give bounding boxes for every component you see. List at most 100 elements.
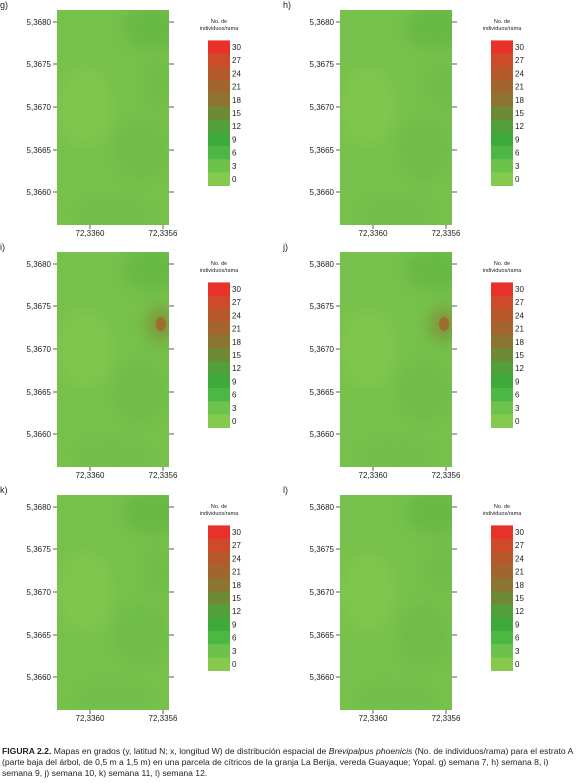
legend-swatch [491, 80, 513, 94]
y-tick-label: 5,3670 [310, 103, 335, 112]
map-svg: 5,3680 5,3675 5,3670 5,3665 5,3660 72,3360 72,… [310, 495, 524, 723]
legend-swatch [491, 40, 513, 54]
density-blob [122, 10, 169, 50]
panel-letter: l) [283, 485, 288, 495]
y-tick-label: 5,3660 [310, 673, 335, 682]
y-tick-label: 5,3660 [310, 430, 335, 439]
density-blob [356, 196, 436, 225]
legend-label: 12 [515, 607, 524, 616]
legend-swatch [208, 565, 230, 579]
legend-swatch [491, 401, 513, 415]
legend-label: 6 [515, 149, 520, 158]
density-blob [115, 361, 167, 422]
legend-swatch [208, 644, 230, 658]
legend-swatch [208, 525, 230, 539]
legend-label: 9 [515, 135, 520, 144]
hotspot [439, 317, 449, 331]
map-panel: i) 5,3680 5,3675 5,3670 5,3665 5,3660 72,3360 7… [0, 242, 290, 485]
legend-label: 21 [232, 83, 241, 92]
density-blob [340, 551, 396, 632]
map-svg: 5,3680 5,3675 5,3670 5,3665 5,3660 72,3360 72,… [310, 10, 524, 238]
legend-label: 30 [232, 285, 241, 294]
density-blob [73, 438, 153, 467]
x-tick-label: 72,3356 [149, 229, 178, 238]
legend-subtitle: individuos/rama [483, 268, 522, 274]
density-blob [115, 604, 167, 665]
legend-swatch [208, 617, 230, 632]
panel-letter: k) [0, 485, 8, 495]
y-tick-label: 5,3665 [310, 146, 335, 155]
legend-swatch [491, 551, 513, 566]
y-tick-label: 5,3665 [310, 631, 335, 640]
legend-swatch [491, 631, 513, 645]
legend-swatch [208, 282, 230, 296]
legend-label: 18 [515, 338, 524, 347]
map-svg: 5,3680 5,3675 5,3670 5,3665 5,3660 72,3360 72,… [310, 252, 524, 480]
legend-label: 15 [232, 351, 241, 360]
legend-swatch [491, 335, 513, 349]
panel-letter: g) [0, 0, 9, 10]
legend-label: 0 [232, 660, 237, 669]
map-panel: l) 5,3680 5,3675 5,3670 5,3665 5,3660 72,3360 7… [283, 485, 573, 728]
legend-swatch [208, 348, 230, 362]
legend-label: 12 [232, 607, 241, 616]
legend-swatch [208, 401, 230, 415]
legend-label: 6 [515, 634, 520, 643]
x-tick-label: 72,3360 [76, 471, 105, 480]
legend-label: 3 [515, 404, 520, 413]
y-tick-label: 5,3660 [27, 673, 52, 682]
density-blob [405, 252, 452, 292]
y-tick-label: 5,3680 [310, 503, 335, 512]
legend-swatch [491, 348, 513, 362]
y-tick-label: 5,3670 [27, 588, 52, 597]
legend-label: 21 [515, 83, 524, 92]
y-tick-label: 5,3675 [310, 545, 335, 554]
legend-label: 30 [232, 528, 241, 537]
legend-label: 12 [232, 122, 241, 131]
x-tick-label: 72,3360 [359, 471, 388, 480]
legend-swatch [491, 604, 513, 619]
legend-label: 15 [515, 109, 524, 118]
legend-label: 15 [232, 594, 241, 603]
y-tick-label: 5,3680 [27, 18, 52, 27]
x-tick-label: 72,3356 [432, 714, 461, 723]
legend-swatch [208, 132, 230, 147]
density-blob [73, 681, 153, 710]
legend-swatch [208, 578, 230, 592]
legend-swatch [208, 551, 230, 566]
legend-label: 6 [232, 634, 237, 643]
legend-swatch [208, 93, 230, 107]
legend-swatch [491, 119, 513, 134]
y-tick-label: 5,3675 [310, 60, 335, 69]
legend-label: 21 [232, 568, 241, 577]
legend-label: 9 [232, 620, 237, 629]
legend-swatch [208, 53, 230, 68]
density-blob [356, 438, 436, 467]
map-panel: g) 5,3680 5,3675 5,3670 5,3665 5,3660 72,3360 7… [0, 0, 290, 243]
legend-label: 12 [515, 122, 524, 131]
legend-label: 0 [515, 417, 520, 426]
legend-label: 6 [515, 391, 520, 400]
legend-swatch [491, 106, 513, 120]
panel-letter: j) [283, 242, 288, 252]
legend-swatch [208, 322, 230, 336]
legend-swatch [491, 538, 513, 553]
y-tick-label: 5,3665 [27, 631, 52, 640]
legend-swatch [491, 53, 513, 68]
legend-swatch [208, 335, 230, 349]
map-panel: j) 5,3680 5,3675 5,3670 5,3665 5,3660 72,3360 7… [283, 242, 573, 485]
legend-label: 24 [515, 554, 524, 563]
figure-label: FIGURA 2.2. [2, 746, 52, 756]
y-tick-label: 5,3670 [27, 103, 52, 112]
legend-label: 18 [515, 581, 524, 590]
y-tick-label: 5,3680 [27, 260, 52, 269]
density-blob [57, 66, 113, 147]
legend-label: 0 [232, 417, 237, 426]
y-tick-label: 5,3660 [27, 430, 52, 439]
legend-swatch [208, 308, 230, 323]
legend-label: 18 [232, 96, 241, 105]
legend-label: 3 [232, 647, 237, 656]
legend-swatch [491, 66, 513, 81]
legend-swatch [208, 66, 230, 81]
legend-label: 27 [232, 298, 241, 307]
